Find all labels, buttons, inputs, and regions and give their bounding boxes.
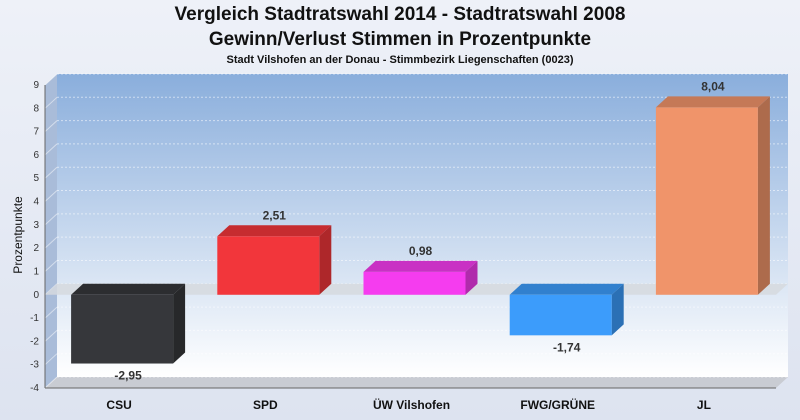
grid-line-side [44, 73, 58, 86]
bar [363, 271, 466, 295]
x-tick-label: FWG/GRÜNE [520, 397, 595, 412]
bar-side [611, 283, 624, 336]
plot-floor [45, 377, 788, 388]
chart-title-line2: Gewinn/Verlust Stimmen in Prozentpunkte [208, 29, 592, 50]
x-tick-label: ÜW Vilshofen [373, 397, 450, 412]
grid-line-side [44, 306, 58, 319]
y-tick-label: 6 [33, 150, 39, 161]
data-label: -2,95 [114, 369, 142, 383]
bar-top [509, 283, 624, 295]
data-label: 0,98 [409, 244, 433, 258]
bar-side [465, 260, 478, 295]
grid-line-side [44, 166, 58, 179]
bar [71, 294, 174, 364]
bar-top [71, 283, 186, 295]
x-tick-label: SPD [253, 398, 278, 412]
y-tick-label: 1 [33, 266, 39, 277]
bar [655, 107, 758, 295]
grid-line-side [44, 236, 58, 249]
data-label: 8,04 [701, 79, 725, 93]
y-tick-label: 9 [33, 80, 39, 91]
bar-top [363, 260, 478, 272]
bar [217, 236, 320, 295]
bar-side [173, 283, 186, 364]
bar-top [655, 96, 770, 108]
bar-side [319, 225, 332, 295]
grid-line-side [44, 353, 58, 366]
y-tick-label: 3 [33, 220, 39, 231]
y-tick-label: 7 [33, 127, 39, 138]
grid-line-side [44, 96, 58, 109]
y-tick-label: -4 [30, 383, 39, 394]
y-axis-label: Prozentpunkte [11, 196, 25, 274]
grid-line-side [44, 330, 58, 342]
bar-top [217, 225, 332, 237]
chart-subtitle: Stadt Vilshofen an der Donau - Stimmbezi… [226, 54, 574, 66]
y-tick-label: -2 [30, 336, 39, 347]
grid-line-side [44, 260, 58, 272]
grid-line-side [44, 190, 58, 202]
x-tick-label: CSU [106, 398, 131, 412]
y-tick-label: -3 [30, 360, 39, 371]
plot-side-wall [45, 74, 57, 388]
y-tick-label: 8 [33, 103, 39, 114]
grid-line-side [44, 376, 58, 389]
y-tick-label: 0 [33, 290, 39, 301]
bar [509, 294, 612, 336]
grid-line-side [44, 143, 58, 156]
grid-line-side [44, 120, 58, 132]
bar-side [757, 96, 770, 295]
x-tick-label: JL [697, 398, 711, 412]
data-label: -1,74 [553, 340, 581, 354]
grid-line-side [44, 213, 58, 226]
y-tick-label: 2 [33, 243, 39, 254]
y-tick-label: 4 [33, 197, 39, 208]
data-label: 2,51 [263, 208, 287, 222]
chart-title: Vergleich Stadtratswahl 2014 - Stadtrats… [174, 4, 626, 25]
y-tick-label: -1 [30, 313, 39, 324]
y-tick-label: 5 [33, 173, 39, 184]
